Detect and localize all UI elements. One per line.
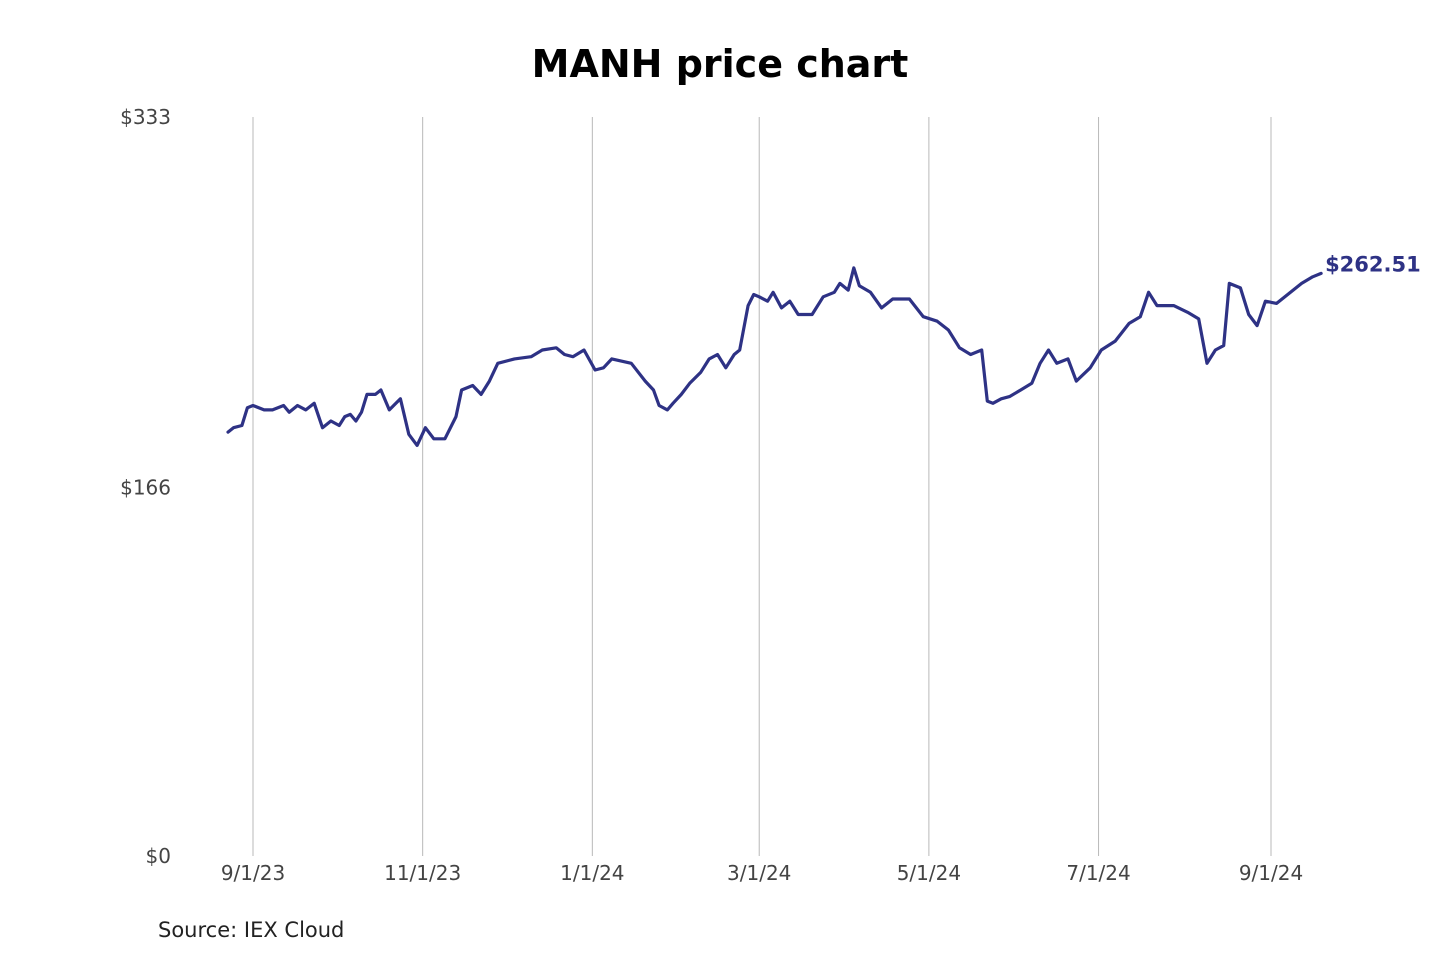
y-tick-label: $166 — [120, 476, 171, 500]
x-tick-label: 3/1/24 — [727, 861, 791, 885]
y-axis-ticks: $0 $166 $333 — [120, 105, 171, 868]
source-note: Source: IEX Cloud — [158, 918, 345, 942]
y-tick-label: $0 — [146, 844, 171, 868]
x-tick-label: 7/1/24 — [1066, 861, 1130, 885]
last-price-label: $262.51 — [1325, 252, 1421, 276]
grid-lines — [252, 117, 1272, 856]
x-tick-label: 1/1/24 — [560, 861, 624, 885]
x-tick-label: 5/1/24 — [897, 861, 961, 885]
price-series-line — [226, 266, 1323, 447]
x-tick-label: 11/1/23 — [384, 861, 461, 885]
x-axis-ticks: 9/1/23 11/1/23 1/1/24 3/1/24 5/1/24 7/1/24 9/1… — [221, 861, 1303, 885]
chart-title: MANH price chart — [531, 42, 909, 86]
y-tick-label: $333 — [120, 105, 171, 129]
x-tick-label: 9/1/23 — [221, 861, 285, 885]
x-tick-label: 9/1/24 — [1239, 861, 1303, 885]
